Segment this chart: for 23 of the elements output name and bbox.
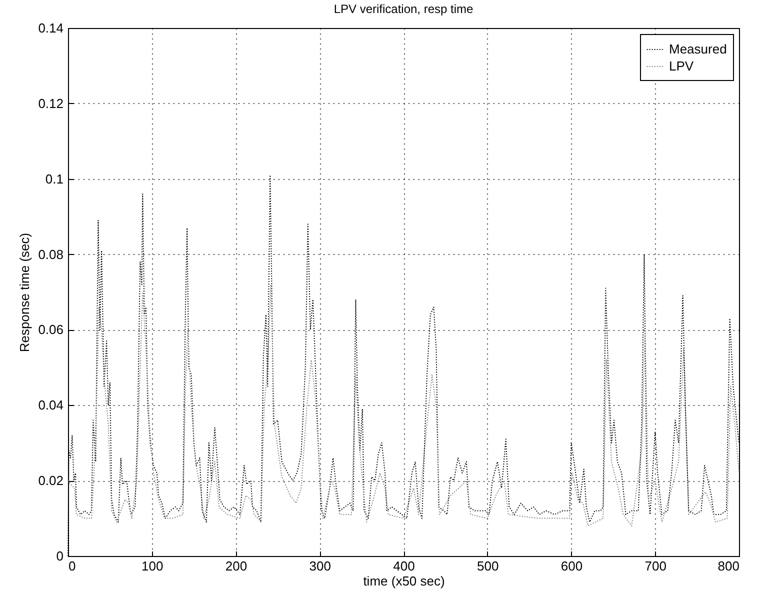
x-tick-label: 800 xyxy=(718,558,740,574)
y-tick-label: 0.02 xyxy=(38,473,64,488)
x-tick-label: 100 xyxy=(142,558,164,574)
x-tick-label: 400 xyxy=(393,558,415,574)
legend-label: LPV xyxy=(669,58,694,74)
y-tick-label: 0.1 xyxy=(45,171,64,186)
y-tick-label: 0.08 xyxy=(38,246,64,262)
y-tick-label: 0.04 xyxy=(38,398,64,413)
y-tick-label: 0 xyxy=(56,548,64,564)
x-axis-title: time (x50 sec) xyxy=(363,574,445,588)
line-series xyxy=(68,284,740,526)
y-tick-label: 0.06 xyxy=(38,322,64,338)
x-tick-label: 600 xyxy=(560,558,583,574)
x-tick-label: 300 xyxy=(309,558,331,574)
y-tick-label: 0.14 xyxy=(38,20,64,36)
x-tick-label: 0 xyxy=(68,558,76,574)
legend-label: Measured xyxy=(669,42,727,56)
y-tick-label: 0.12 xyxy=(38,96,64,111)
chart-title: LPV verification, resp time xyxy=(334,2,474,16)
x-tick-label: 700 xyxy=(644,558,666,574)
x-tick-label: 200 xyxy=(225,558,248,574)
y-axis-title: Response time (sec) xyxy=(17,232,32,352)
x-tick-label: 500 xyxy=(477,558,499,574)
